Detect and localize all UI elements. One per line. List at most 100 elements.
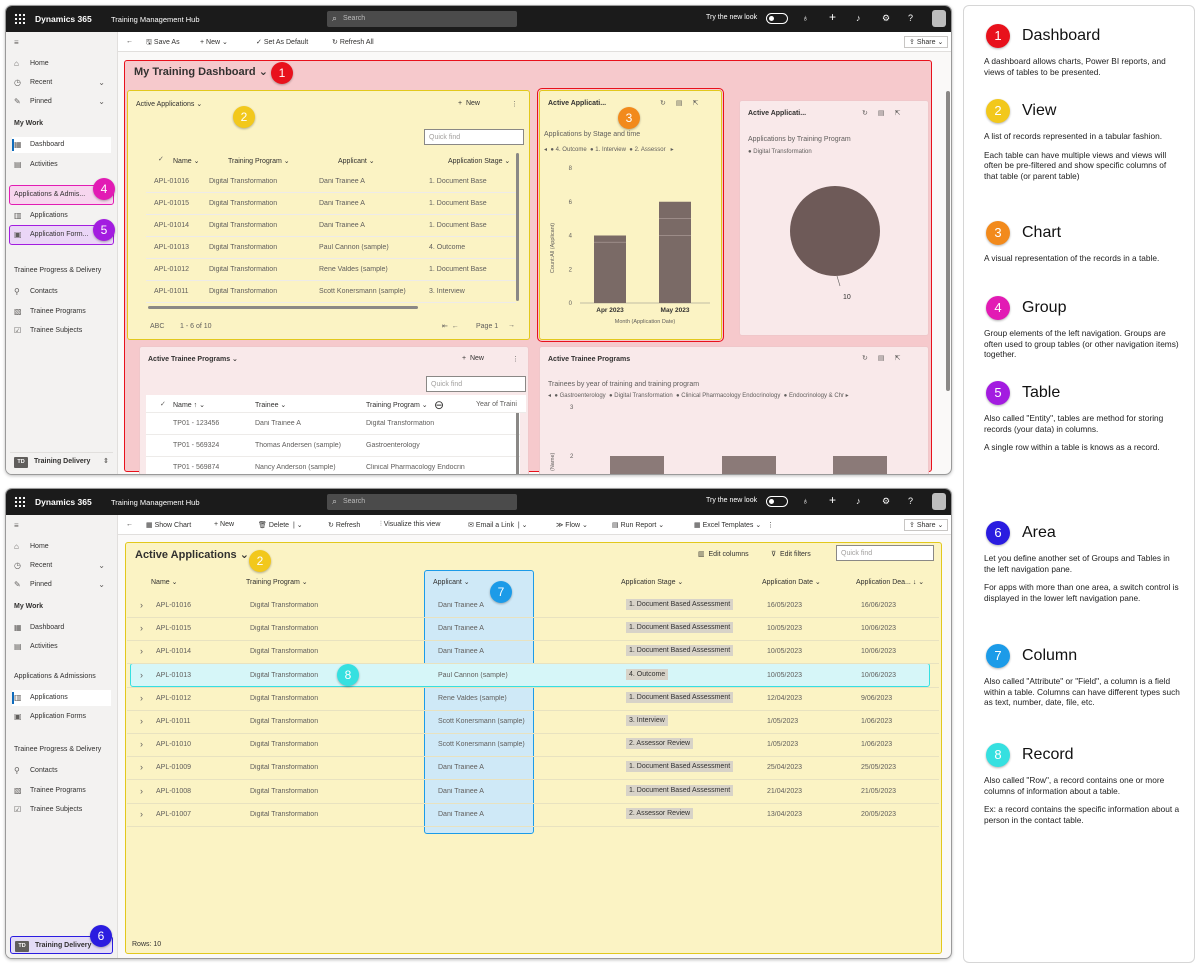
- nav-application-forms[interactable]: ▣ Application Forms: [12, 709, 111, 725]
- nav-home[interactable]: ⌂ Home: [12, 539, 111, 555]
- chart3-title[interactable]: Active Trainee Programs: [548, 356, 631, 363]
- save-as-button[interactable]: 🖫 Save As: [146, 39, 180, 46]
- nav-contacts[interactable]: ⚲ Contacts: [12, 763, 111, 779]
- programs-new-button[interactable]: + New: [462, 355, 484, 362]
- zoom-out-icon[interactable]: ⊖: [434, 398, 445, 412]
- next-page-icon[interactable]: →: [508, 322, 515, 329]
- new-look-toggle[interactable]: [766, 13, 788, 24]
- table-row[interactable]: › APL-01009 Digital Transformation Dani Tra…: [127, 757, 939, 781]
- table-row[interactable]: APL-01012 Digital Transformation Rene Vald…: [146, 259, 516, 281]
- page-scrollbar[interactable]: [946, 91, 950, 391]
- chart1-title[interactable]: Active Applicati...: [548, 100, 607, 107]
- excel-templates-button[interactable]: ▦ Excel Templates ⌄ ⋮: [694, 522, 775, 529]
- expand-chevron-icon[interactable]: ›: [140, 739, 143, 750]
- brand[interactable]: Dynamics 365: [35, 14, 92, 24]
- col-app-date[interactable]: Application Date ⌄: [762, 579, 821, 586]
- dashboard-title[interactable]: My Training Dashboard ⌄: [134, 66, 268, 78]
- col-stage[interactable]: Application Stage ⌄: [621, 579, 684, 586]
- nav-recent[interactable]: ◷ Recent ⌄: [12, 75, 111, 91]
- col-training-program[interactable]: Training Program ⌄: [366, 402, 428, 409]
- expand-chevron-icon[interactable]: ›: [140, 808, 143, 819]
- show-chart-button[interactable]: ▦ Show Chart: [146, 522, 192, 529]
- back-icon[interactable]: ←: [126, 38, 133, 45]
- chevron-down-icon[interactable]: ⌄: [98, 580, 105, 589]
- chevron-down-icon[interactable]: ⌄: [98, 561, 105, 570]
- horizontal-scrollbar[interactable]: [148, 306, 418, 309]
- col-deadline[interactable]: Application Dea... ↓ ⌄: [856, 579, 925, 586]
- new-record-button[interactable]: + New: [458, 100, 480, 107]
- avatar[interactable]: [932, 10, 946, 27]
- nav-activities[interactable]: ▤ Activities: [12, 157, 111, 173]
- chart2-actions[interactable]: ↻▤⇱: [862, 110, 911, 117]
- table-row[interactable]: › APL-01016 Digital Transformation Dani Tra…: [127, 595, 939, 618]
- nav-home[interactable]: ⌂ Home: [12, 56, 111, 72]
- table-row[interactable]: TP01 - 569874 Nancy Anderson (sample) Clin…: [146, 457, 520, 474]
- plus-icon[interactable]: +: [829, 10, 837, 24]
- brand[interactable]: Dynamics 365: [35, 497, 92, 507]
- search-input[interactable]: Search: [327, 11, 517, 27]
- help-icon[interactable]: ?: [908, 496, 914, 506]
- col-trainee[interactable]: Trainee ⌄: [255, 402, 287, 409]
- table-row[interactable]: APL-01013 Digital Transformation Paul Cann…: [146, 237, 516, 259]
- new-button[interactable]: + New ⌄: [200, 39, 228, 46]
- programs-title[interactable]: Active Trainee Programs ⌄: [148, 356, 238, 363]
- expand-chevron-icon[interactable]: ›: [140, 623, 143, 634]
- nav-applications[interactable]: ▥ Applications: [12, 208, 111, 224]
- chevron-down-icon[interactable]: ⌄: [98, 78, 105, 87]
- expand-chevron-icon[interactable]: ›: [140, 669, 143, 680]
- nav-pinned[interactable]: ✎ Pinned ⌄: [12, 577, 111, 593]
- quick-find-input[interactable]: Quick find: [836, 545, 934, 561]
- nav-recent[interactable]: ◷ Recent ⌄: [12, 558, 111, 574]
- table-row[interactable]: › APL-01010 Digital Transformation Scott Ko…: [127, 734, 939, 758]
- bar[interactable]: [722, 456, 776, 475]
- table-row[interactable]: APL-01011 Digital Transformation Scott Kon…: [146, 281, 516, 303]
- gear-icon[interactable]: ⚙: [882, 13, 891, 23]
- app-launcher-icon[interactable]: [14, 13, 25, 24]
- hamburger-icon[interactable]: ≡: [14, 521, 19, 530]
- back-icon[interactable]: ←: [126, 521, 133, 528]
- edit-columns-button[interactable]: ▥ Edit columns: [698, 551, 749, 558]
- lightbulb-icon[interactable]: ♁: [802, 496, 809, 506]
- col-name[interactable]: Name ↑ ⌄: [173, 402, 205, 409]
- nav-trainee-subjects[interactable]: ☑ Trainee Subjects: [12, 802, 111, 818]
- col-applicant[interactable]: Applicant ⌄: [338, 158, 375, 165]
- table-row[interactable]: APL-01015 Digital Transformation Dani Trai…: [146, 193, 516, 215]
- table-row[interactable]: › APL-01012 Digital Transformation Rene Val…: [127, 688, 939, 711]
- area-switcher[interactable]: TD Training Delivery: [10, 936, 113, 954]
- search-input[interactable]: Search: [327, 494, 517, 510]
- nav-contacts[interactable]: ⚲ Contacts: [12, 284, 111, 300]
- expand-chevron-icon[interactable]: ›: [140, 692, 143, 703]
- share-button[interactable]: ⇪ Share ⌄: [904, 519, 949, 531]
- help-icon[interactable]: ?: [908, 13, 914, 23]
- nav-dashboard[interactable]: ▦ Dashboard: [12, 137, 111, 153]
- expand-chevron-icon[interactable]: ›: [140, 716, 143, 726]
- nav-activities[interactable]: ▤ Activities: [12, 639, 111, 655]
- col-name[interactable]: Name ⌄: [151, 579, 178, 586]
- email-link-button[interactable]: ✉ Email a Link | ⌄: [468, 522, 528, 529]
- table-row[interactable]: › APL-01015 Digital Transformation Dani Tra…: [127, 618, 939, 642]
- chevron-down-icon[interactable]: ⌄: [98, 97, 105, 106]
- col-year[interactable]: Year of Traini: [476, 401, 517, 408]
- select-all-checkbox[interactable]: ✓: [160, 401, 166, 408]
- share-button[interactable]: ⇪ Share ⌄: [904, 36, 949, 48]
- new-look-toggle[interactable]: [766, 496, 788, 507]
- edit-filters-button[interactable]: ⊽ Edit filters: [771, 551, 811, 558]
- col-name[interactable]: Name ⌄: [173, 158, 200, 165]
- bell-icon[interactable]: ♪: [856, 13, 861, 23]
- col-applicant[interactable]: Applicant ⌄: [433, 579, 470, 586]
- refresh-button[interactable]: ↻ Refresh: [328, 522, 361, 529]
- expand-chevron-icon[interactable]: ›: [140, 785, 143, 796]
- app-name[interactable]: Training Management Hub: [111, 498, 200, 507]
- quick-find-input[interactable]: Quick find: [424, 129, 524, 145]
- gear-icon[interactable]: ⚙: [882, 496, 891, 506]
- nav-application-forms[interactable]: ▣ Application Form...: [12, 227, 111, 243]
- expand-chevron-icon[interactable]: ›: [140, 646, 143, 657]
- run-report-button[interactable]: ▤ Run Report ⌄: [612, 522, 665, 529]
- table-row[interactable]: APL-01016 Digital Transformation Dani Trai…: [146, 171, 516, 193]
- table-row[interactable]: TP01 - 569324 Thomas Andersen (sample) Gas…: [146, 435, 520, 457]
- flow-button[interactable]: ≫ Flow ⌄: [556, 522, 588, 529]
- hamburger-icon[interactable]: ≡: [14, 38, 19, 47]
- bar[interactable]: [659, 201, 691, 303]
- table-row[interactable]: › APL-01008 Digital Transformation Dani Tra…: [127, 781, 939, 804]
- chart3-actions[interactable]: ↻▤⇱: [862, 355, 911, 362]
